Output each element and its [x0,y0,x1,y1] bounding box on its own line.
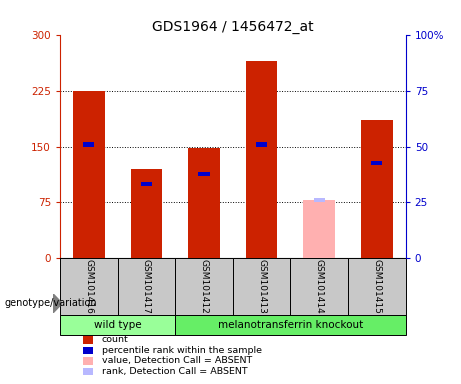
FancyBboxPatch shape [233,258,290,315]
Bar [188,148,220,258]
Bar [83,336,93,344]
Bar [313,198,325,202]
Bar [361,121,393,258]
Text: GSM101417: GSM101417 [142,259,151,314]
FancyBboxPatch shape [175,315,406,335]
Polygon shape [53,294,62,313]
Bar [83,347,93,354]
Bar [256,142,267,147]
Text: GSM101412: GSM101412 [200,259,208,314]
Text: melanotransferrin knockout: melanotransferrin knockout [218,320,363,330]
Bar [371,161,383,165]
Text: GSM101414: GSM101414 [315,259,324,314]
Text: GSM101415: GSM101415 [372,259,381,314]
Bar [73,91,105,258]
FancyBboxPatch shape [348,258,406,315]
Text: count: count [102,335,129,344]
FancyBboxPatch shape [290,258,348,315]
Text: GSM101413: GSM101413 [257,259,266,314]
Bar [130,169,162,258]
Text: GSM101416: GSM101416 [84,259,93,314]
Bar [83,357,93,365]
Bar [83,142,95,147]
FancyBboxPatch shape [118,258,175,315]
Text: rank, Detection Call = ABSENT: rank, Detection Call = ABSENT [102,367,248,376]
Bar [198,172,210,176]
Text: value, Detection Call = ABSENT: value, Detection Call = ABSENT [102,356,252,366]
Text: wild type: wild type [94,320,142,330]
FancyBboxPatch shape [60,315,175,335]
Bar [246,61,278,258]
Title: GDS1964 / 1456472_at: GDS1964 / 1456472_at [152,20,313,33]
Bar [303,200,335,258]
Bar [83,368,93,376]
Text: percentile rank within the sample: percentile rank within the sample [102,346,262,355]
Bar [141,182,152,186]
FancyBboxPatch shape [175,258,233,315]
Text: genotype/variation: genotype/variation [5,298,97,308]
FancyBboxPatch shape [60,258,118,315]
